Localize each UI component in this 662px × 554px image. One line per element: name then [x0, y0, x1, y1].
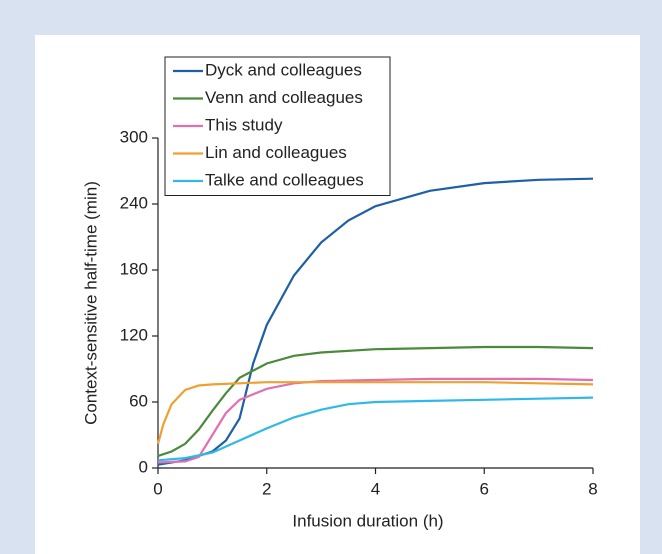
legend-label: Venn and colleagues [205, 88, 363, 107]
x-tick-label: 4 [371, 479, 380, 498]
legend-label: Dyck and colleagues [205, 60, 362, 79]
x-axis-label: Infusion duration (h) [292, 511, 443, 530]
y-tick-label: 0 [139, 457, 148, 476]
y-tick-label: 300 [120, 127, 148, 146]
x-tick-label: 2 [262, 479, 271, 498]
x-tick-label: 8 [588, 479, 597, 498]
legend-label: Talke and colleagues [205, 170, 364, 189]
line [157, 177, 594, 466]
y-tick-label: 60 [129, 391, 148, 410]
y-tick-label: 120 [120, 325, 148, 344]
line [157, 396, 594, 462]
x-tick-label: 0 [153, 479, 162, 498]
line [157, 345, 594, 457]
x-tick-label: 6 [480, 479, 489, 498]
y-axis-label: Context-sensitive half-time (min) [81, 181, 100, 425]
y-tick-label: 240 [120, 193, 148, 212]
line [157, 377, 594, 464]
legend-label: This study [205, 115, 283, 134]
legend-label: Lin and colleagues [205, 143, 347, 162]
line [156, 381, 594, 445]
y-tick-label: 180 [120, 259, 148, 278]
